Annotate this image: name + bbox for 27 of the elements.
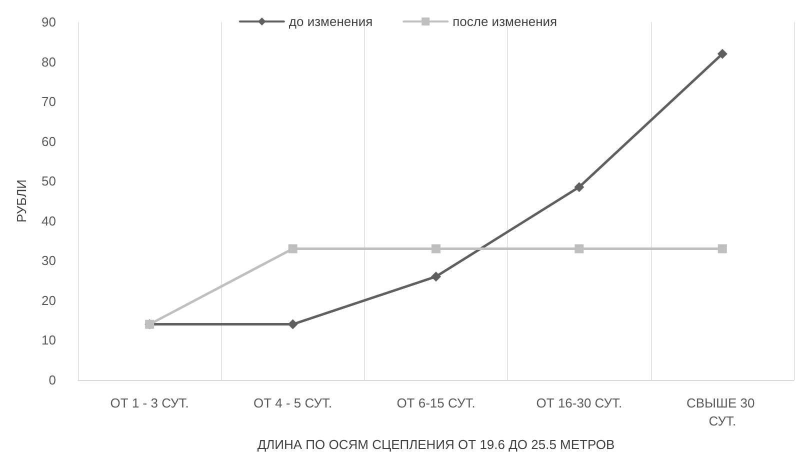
y-tick-label: 60 xyxy=(42,134,56,149)
y-tick-label: 50 xyxy=(42,174,56,189)
point xyxy=(718,244,727,254)
x-tick-label: СВЫШЕ 30 СУТ. xyxy=(686,396,758,428)
y-tick-label: 30 xyxy=(42,253,56,268)
legend-label: после изменения xyxy=(452,14,558,29)
y-tick-label: 90 xyxy=(42,14,56,30)
x-tick-label: ОТ 16-30 СУТ. xyxy=(536,396,622,410)
point xyxy=(288,319,298,330)
x-axis-title: ДЛИНА ПО ОСЯМ СЦЕПЛЕНИЯ ОТ 19.6 ДО 25.5 МЕТРОВ xyxy=(257,437,615,452)
y-axis-title: РУБЛИ xyxy=(14,179,29,223)
x-tick-label: ОТ 6-15 СУТ. xyxy=(396,396,476,410)
point xyxy=(574,244,584,254)
y-tick-label: 20 xyxy=(42,292,56,308)
point xyxy=(431,272,441,282)
point xyxy=(574,182,584,192)
point xyxy=(717,48,728,59)
x-tick-label: ОТ 1 - 3 СУТ. xyxy=(110,396,189,410)
y-tick-label: 10 xyxy=(42,332,56,348)
legend-label: до изменения xyxy=(288,14,373,29)
point xyxy=(288,244,298,254)
x-tick-label: ОТ 4 - 5 СУТ. xyxy=(253,396,332,410)
y-tick-label: 40 xyxy=(42,213,56,228)
y-tick-label: 70 xyxy=(42,94,56,110)
y-tick-label: 80 xyxy=(42,54,56,70)
point xyxy=(432,244,440,254)
y-tick-label: 0 xyxy=(48,372,56,388)
